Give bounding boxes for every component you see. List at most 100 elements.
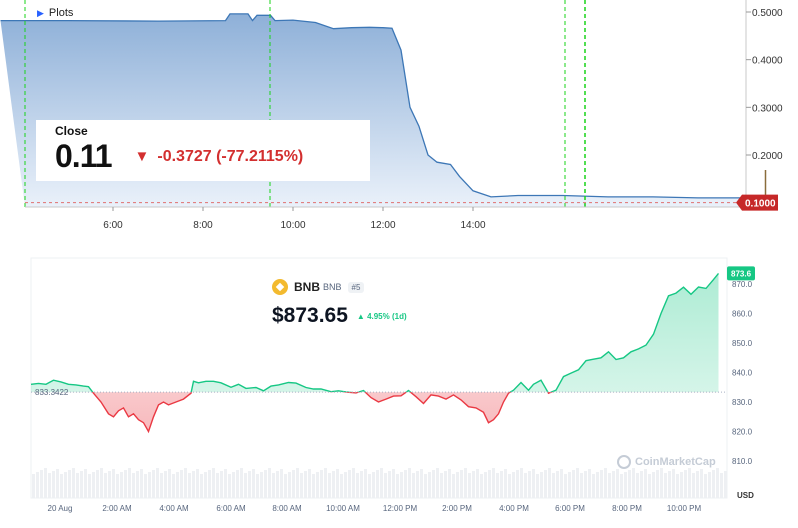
y-tick-label: 830.0 xyxy=(732,398,753,407)
volume-bar xyxy=(172,474,175,498)
volume-bar xyxy=(208,470,211,498)
coinmarketcap-logo-icon xyxy=(617,455,631,469)
volume-bar xyxy=(720,473,723,498)
volume-bar xyxy=(692,473,695,498)
expand-triangle-icon: ▶ xyxy=(37,8,44,18)
up-area-fill xyxy=(31,273,719,393)
bnb-price-chart: 833.3422 870.0 860.0 850.0 840.0 830.0 820.0 81… xyxy=(30,257,755,513)
volume-bar xyxy=(464,468,467,498)
volume-bar xyxy=(84,469,87,498)
volume-bar xyxy=(304,471,307,498)
volume-bar xyxy=(492,468,495,498)
volume-bar xyxy=(204,472,207,498)
volume-bar xyxy=(380,468,383,498)
volume-bar xyxy=(712,470,715,498)
volume-bar xyxy=(340,474,343,498)
volume-bar xyxy=(336,469,339,498)
volume-bar xyxy=(212,468,215,498)
y-tick-label: 860.0 xyxy=(732,310,753,319)
volume-bar xyxy=(636,473,639,498)
volume-bar xyxy=(456,472,459,498)
coin-name: BNB xyxy=(294,280,320,294)
volume-bar xyxy=(588,469,591,498)
volume-bar xyxy=(552,473,555,498)
volume-bar xyxy=(384,473,387,498)
volume-bar xyxy=(516,470,519,498)
x-tick-label: 12:00 PM xyxy=(383,504,418,513)
volume-bar xyxy=(68,470,71,498)
volume-bar xyxy=(396,474,399,498)
volume-bar xyxy=(96,470,99,498)
y-tick-label: 850.0 xyxy=(732,339,753,348)
volume-bar xyxy=(296,468,299,498)
down-area-fill xyxy=(92,392,552,432)
volume-bar xyxy=(604,468,607,498)
volume-bar xyxy=(100,468,103,498)
volume-bar xyxy=(528,471,531,498)
volume-bar xyxy=(448,469,451,498)
coinmarketcap-watermark: CoinMarketCap xyxy=(617,455,716,469)
volume-bar xyxy=(624,472,627,498)
volume-bar xyxy=(596,472,599,498)
volume-bar xyxy=(272,473,275,498)
volume-bar xyxy=(420,469,423,498)
close-change: -0.3727 (-77.2115%) xyxy=(157,147,304,165)
current-price-badge-label: 0.1000 xyxy=(745,199,776,210)
volume-bar xyxy=(244,473,247,498)
volume-bar xyxy=(480,474,483,498)
price-line-down xyxy=(91,392,554,434)
volume-bar xyxy=(620,474,623,498)
volume-bar xyxy=(664,473,667,498)
volume-bar xyxy=(724,471,727,498)
volume-bar xyxy=(136,471,139,498)
coin-symbol: BNB xyxy=(323,282,342,292)
volume-bar xyxy=(72,468,75,498)
volume-bar xyxy=(160,473,163,498)
volume-bar xyxy=(704,474,707,498)
volume-bar xyxy=(240,468,243,498)
x-tick-label: 4:00 AM xyxy=(159,504,189,513)
volume-bar xyxy=(236,470,239,498)
volume-bar xyxy=(436,468,439,498)
reference-price-label: 833.3422 xyxy=(35,388,69,397)
volume-bar xyxy=(40,470,43,498)
close-value: 0.11 xyxy=(55,138,113,174)
volume-bar xyxy=(544,470,547,498)
volume-bar xyxy=(184,468,187,498)
volume-bar xyxy=(700,469,703,498)
volume-bar xyxy=(44,468,47,498)
volume-bar xyxy=(600,470,603,498)
price-line-up xyxy=(30,272,720,393)
close-label: Close xyxy=(55,124,88,138)
bnb-logo-icon xyxy=(272,279,288,295)
volume-bar xyxy=(572,470,575,498)
y-tick-label: 0.3000 xyxy=(752,103,783,114)
volume-bar xyxy=(460,470,463,498)
volume-bar xyxy=(112,469,115,498)
volume-bar xyxy=(444,471,447,498)
y-tick-label: 840.0 xyxy=(732,369,753,378)
volume-bar xyxy=(532,469,535,498)
volume-bar xyxy=(452,474,455,498)
volume-bar xyxy=(232,472,235,498)
volume-bar xyxy=(628,470,631,498)
volume-bar xyxy=(536,474,539,498)
volume-bar xyxy=(56,469,59,498)
volume-bar xyxy=(220,471,223,498)
volume-bar xyxy=(356,473,359,498)
volume-bar xyxy=(280,469,283,498)
volume-bar xyxy=(64,472,67,498)
x-tick-label: 6:00 PM xyxy=(555,504,585,513)
volume-bar xyxy=(200,474,203,498)
volume-bar xyxy=(328,473,331,498)
volume-bar xyxy=(656,470,659,498)
volume-bar xyxy=(252,469,255,498)
volume-bar xyxy=(300,473,303,498)
volume-bar xyxy=(688,468,691,498)
plots-toggle[interactable]: ▶ Plots xyxy=(37,7,73,19)
up-triangle-icon: ▲ xyxy=(356,311,368,321)
volume-bar xyxy=(140,469,143,498)
y-tick-label: 820.0 xyxy=(732,428,753,437)
plots-label: Plots xyxy=(48,7,74,19)
